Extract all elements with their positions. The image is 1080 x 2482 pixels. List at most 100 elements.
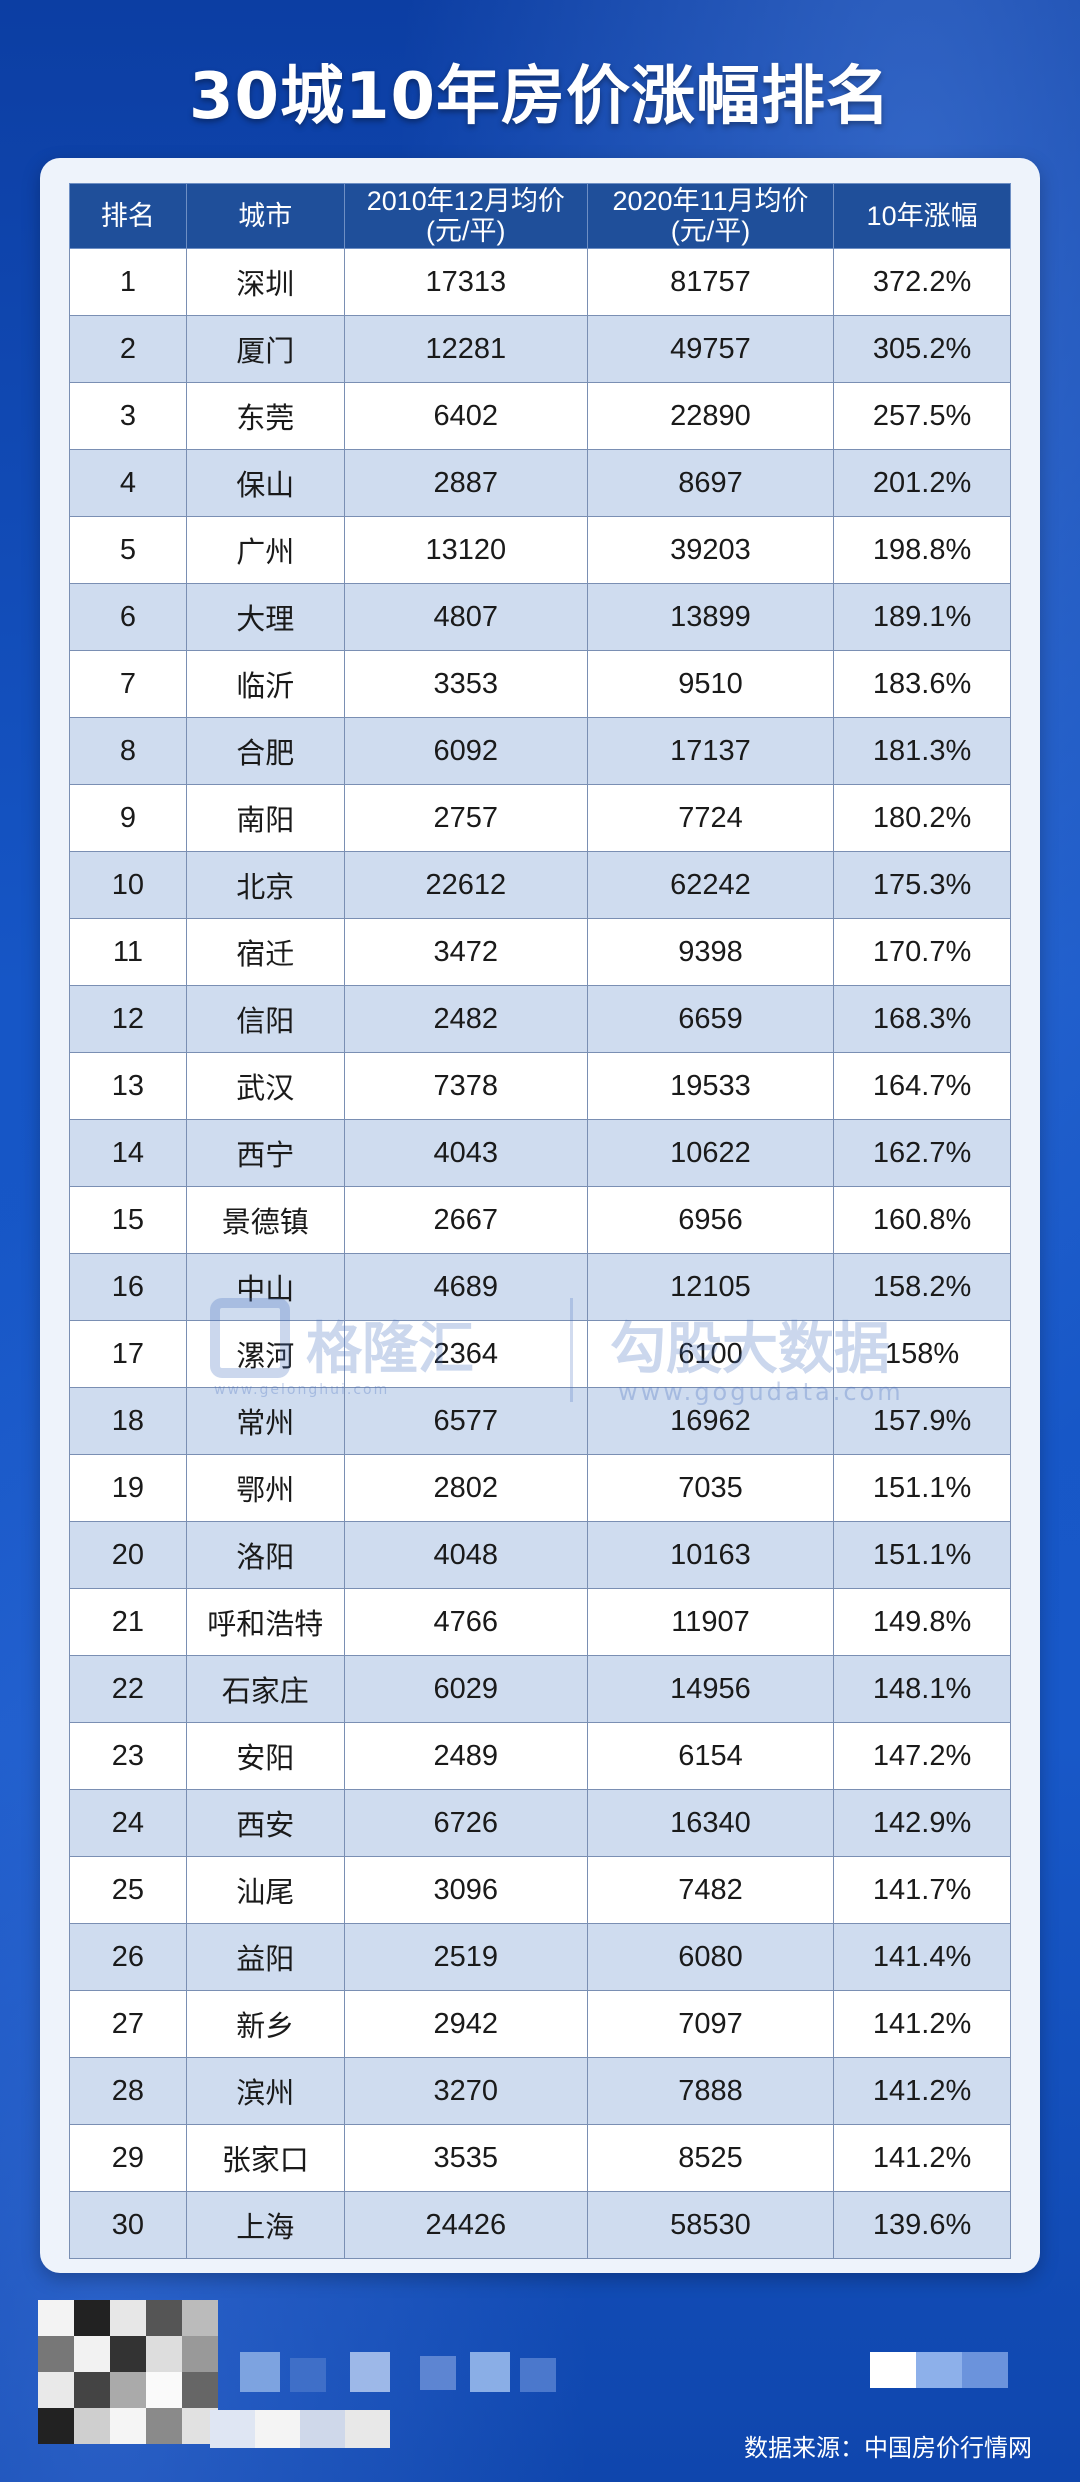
header-price-2020: 2020年11月均价 (元/平) [586, 183, 835, 249]
rank-cell: 22 [69, 1655, 187, 1723]
growth-cell: 164.7% [833, 1052, 1011, 1120]
rank-cell: 30 [69, 2191, 187, 2259]
header-price-2020-unit: (元/平) [670, 216, 751, 246]
price-2010-cell: 24426 [343, 2191, 588, 2259]
table-row: 12 信阳 2482 6659 168.3% [69, 985, 1011, 1053]
table-row: 7 临沂 3353 9510 183.6% [69, 650, 1011, 718]
growth-cell: 189.1% [833, 583, 1011, 651]
table-row: 27 新乡 2942 7097 141.2% [69, 1990, 1011, 2058]
table-row: 25 汕尾 3096 7482 141.7% [69, 1856, 1011, 1924]
header-price-2020-title: 2020年11月均价 [612, 186, 809, 216]
rank-cell: 16 [69, 1253, 187, 1321]
city-cell: 西宁 [185, 1119, 345, 1187]
table-row: 14 西宁 4043 10622 162.7% [69, 1119, 1011, 1187]
data-source-caption: 数据来源：中国房价行情网 [744, 2434, 1032, 2462]
price-2020-cell: 6956 [586, 1186, 835, 1254]
growth-cell: 151.1% [833, 1454, 1011, 1522]
growth-cell: 148.1% [833, 1655, 1011, 1723]
growth-cell: 141.7% [833, 1856, 1011, 1924]
rank-cell: 17 [69, 1320, 187, 1388]
city-cell: 信阳 [185, 985, 345, 1053]
price-2010-cell: 2489 [343, 1722, 588, 1790]
price-2020-cell: 7482 [586, 1856, 835, 1924]
price-2020-cell: 22890 [586, 382, 835, 450]
price-2020-cell: 62242 [586, 851, 835, 919]
table-row: 15 景德镇 2667 6956 160.8% [69, 1186, 1011, 1254]
city-cell: 厦门 [185, 315, 345, 383]
table-row: 29 张家口 3535 8525 141.2% [69, 2124, 1011, 2192]
table-row: 19 鄂州 2802 7035 151.1% [69, 1454, 1011, 1522]
table-row: 20 洛阳 4048 10163 151.1% [69, 1521, 1011, 1589]
growth-cell: 158% [833, 1320, 1011, 1388]
city-cell: 洛阳 [185, 1521, 345, 1589]
price-2020-cell: 7097 [586, 1990, 835, 2058]
city-cell: 北京 [185, 851, 345, 919]
table-card: 排名 城市 2010年12月均价 (元/平) 2020年11月均价 (元/平) … [40, 158, 1040, 2273]
price-2020-cell: 17137 [586, 717, 835, 785]
city-cell: 汕尾 [185, 1856, 345, 1924]
price-2010-cell: 6577 [343, 1387, 588, 1455]
price-2010-cell: 2757 [343, 784, 588, 852]
price-2010-cell: 3270 [343, 2057, 588, 2125]
price-2020-cell: 19533 [586, 1052, 835, 1120]
table-row: 24 西安 6726 16340 142.9% [69, 1789, 1011, 1857]
growth-cell: 151.1% [833, 1521, 1011, 1589]
price-2020-cell: 8697 [586, 449, 835, 517]
rank-cell: 23 [69, 1722, 187, 1790]
growth-cell: 183.6% [833, 650, 1011, 718]
rank-cell: 11 [69, 918, 187, 986]
price-2010-cell: 4043 [343, 1119, 588, 1187]
rank-cell: 24 [69, 1789, 187, 1857]
growth-cell: 158.2% [833, 1253, 1011, 1321]
growth-cell: 257.5% [833, 382, 1011, 450]
city-cell: 张家口 [185, 2124, 345, 2192]
price-2010-cell: 2482 [343, 985, 588, 1053]
rank-cell: 21 [69, 1588, 187, 1656]
price-2020-cell: 7888 [586, 2057, 835, 2125]
table-body: 1 深圳 17313 81757 372.2% 2 厦门 12281 49757 305.2% 3 东… [69, 248, 1011, 2259]
growth-cell: 147.2% [833, 1722, 1011, 1790]
rank-cell: 4 [69, 449, 187, 517]
table-header-row: 排名 城市 2010年12月均价 (元/平) 2020年11月均价 (元/平) … [69, 183, 1011, 249]
growth-cell: 201.2% [833, 449, 1011, 517]
city-cell: 深圳 [185, 248, 345, 316]
growth-cell: 141.4% [833, 1923, 1011, 1991]
growth-cell: 181.3% [833, 717, 1011, 785]
price-2010-cell: 3096 [343, 1856, 588, 1924]
price-2020-cell: 6100 [586, 1320, 835, 1388]
price-2010-cell: 2942 [343, 1990, 588, 2058]
price-2010-cell: 2887 [343, 449, 588, 517]
city-cell: 大理 [185, 583, 345, 651]
rank-cell: 7 [69, 650, 187, 718]
price-2010-cell: 6726 [343, 1789, 588, 1857]
header-growth: 10年涨幅 [833, 183, 1011, 249]
price-2010-cell: 17313 [343, 248, 588, 316]
price-2020-cell: 6080 [586, 1923, 835, 1991]
table-row: 17 漯河 2364 6100 158% [69, 1320, 1011, 1388]
price-2010-cell: 4766 [343, 1588, 588, 1656]
city-cell: 中山 [185, 1253, 345, 1321]
table-row: 5 广州 13120 39203 198.8% [69, 516, 1011, 584]
price-2010-cell: 3535 [343, 2124, 588, 2192]
page-title: 30城10年房价涨幅排名 [188, 60, 892, 134]
price-2010-cell: 3472 [343, 918, 588, 986]
rank-cell: 9 [69, 784, 187, 852]
table-row: 22 石家庄 6029 14956 148.1% [69, 1655, 1011, 1723]
rank-cell: 29 [69, 2124, 187, 2192]
rank-cell: 14 [69, 1119, 187, 1187]
ranking-table: 排名 城市 2010年12月均价 (元/平) 2020年11月均价 (元/平) … [69, 183, 1011, 2259]
city-cell: 广州 [185, 516, 345, 584]
city-cell: 临沂 [185, 650, 345, 718]
growth-cell: 305.2% [833, 315, 1011, 383]
price-2020-cell: 49757 [586, 315, 835, 383]
table-row: 2 厦门 12281 49757 305.2% [69, 315, 1011, 383]
city-cell: 景德镇 [185, 1186, 345, 1254]
price-2020-cell: 6659 [586, 985, 835, 1053]
growth-cell: 180.2% [833, 784, 1011, 852]
price-2010-cell: 2519 [343, 1923, 588, 1991]
table-row: 8 合肥 6092 17137 181.3% [69, 717, 1011, 785]
growth-cell: 139.6% [833, 2191, 1011, 2259]
price-2010-cell: 13120 [343, 516, 588, 584]
rank-cell: 8 [69, 717, 187, 785]
growth-cell: 372.2% [833, 248, 1011, 316]
